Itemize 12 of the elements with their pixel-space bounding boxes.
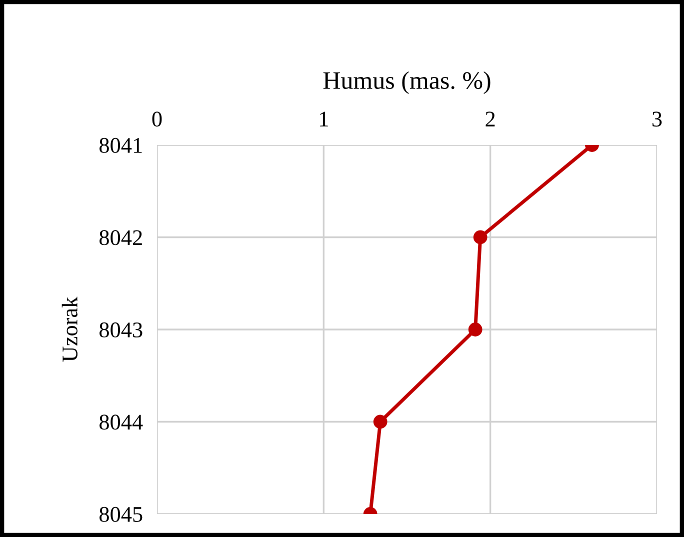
y-tick-label: 8044 xyxy=(100,414,143,430)
y-tick-label: 8042 xyxy=(100,230,142,246)
x-tick-label: 2 xyxy=(486,112,495,126)
x-tick-label: 0 xyxy=(152,112,162,127)
x-tick-label: 1 xyxy=(320,112,328,126)
y-tick-label: 8045 xyxy=(100,506,142,522)
y-tick-label: 8041 xyxy=(100,138,142,153)
x-tick-label: 3 xyxy=(652,112,662,127)
y-tick-label: 8043 xyxy=(100,322,142,338)
y-axis-title: Uzorak xyxy=(62,296,78,362)
point xyxy=(468,322,482,336)
x-axis-title: Humus (mas. %) xyxy=(323,71,490,94)
